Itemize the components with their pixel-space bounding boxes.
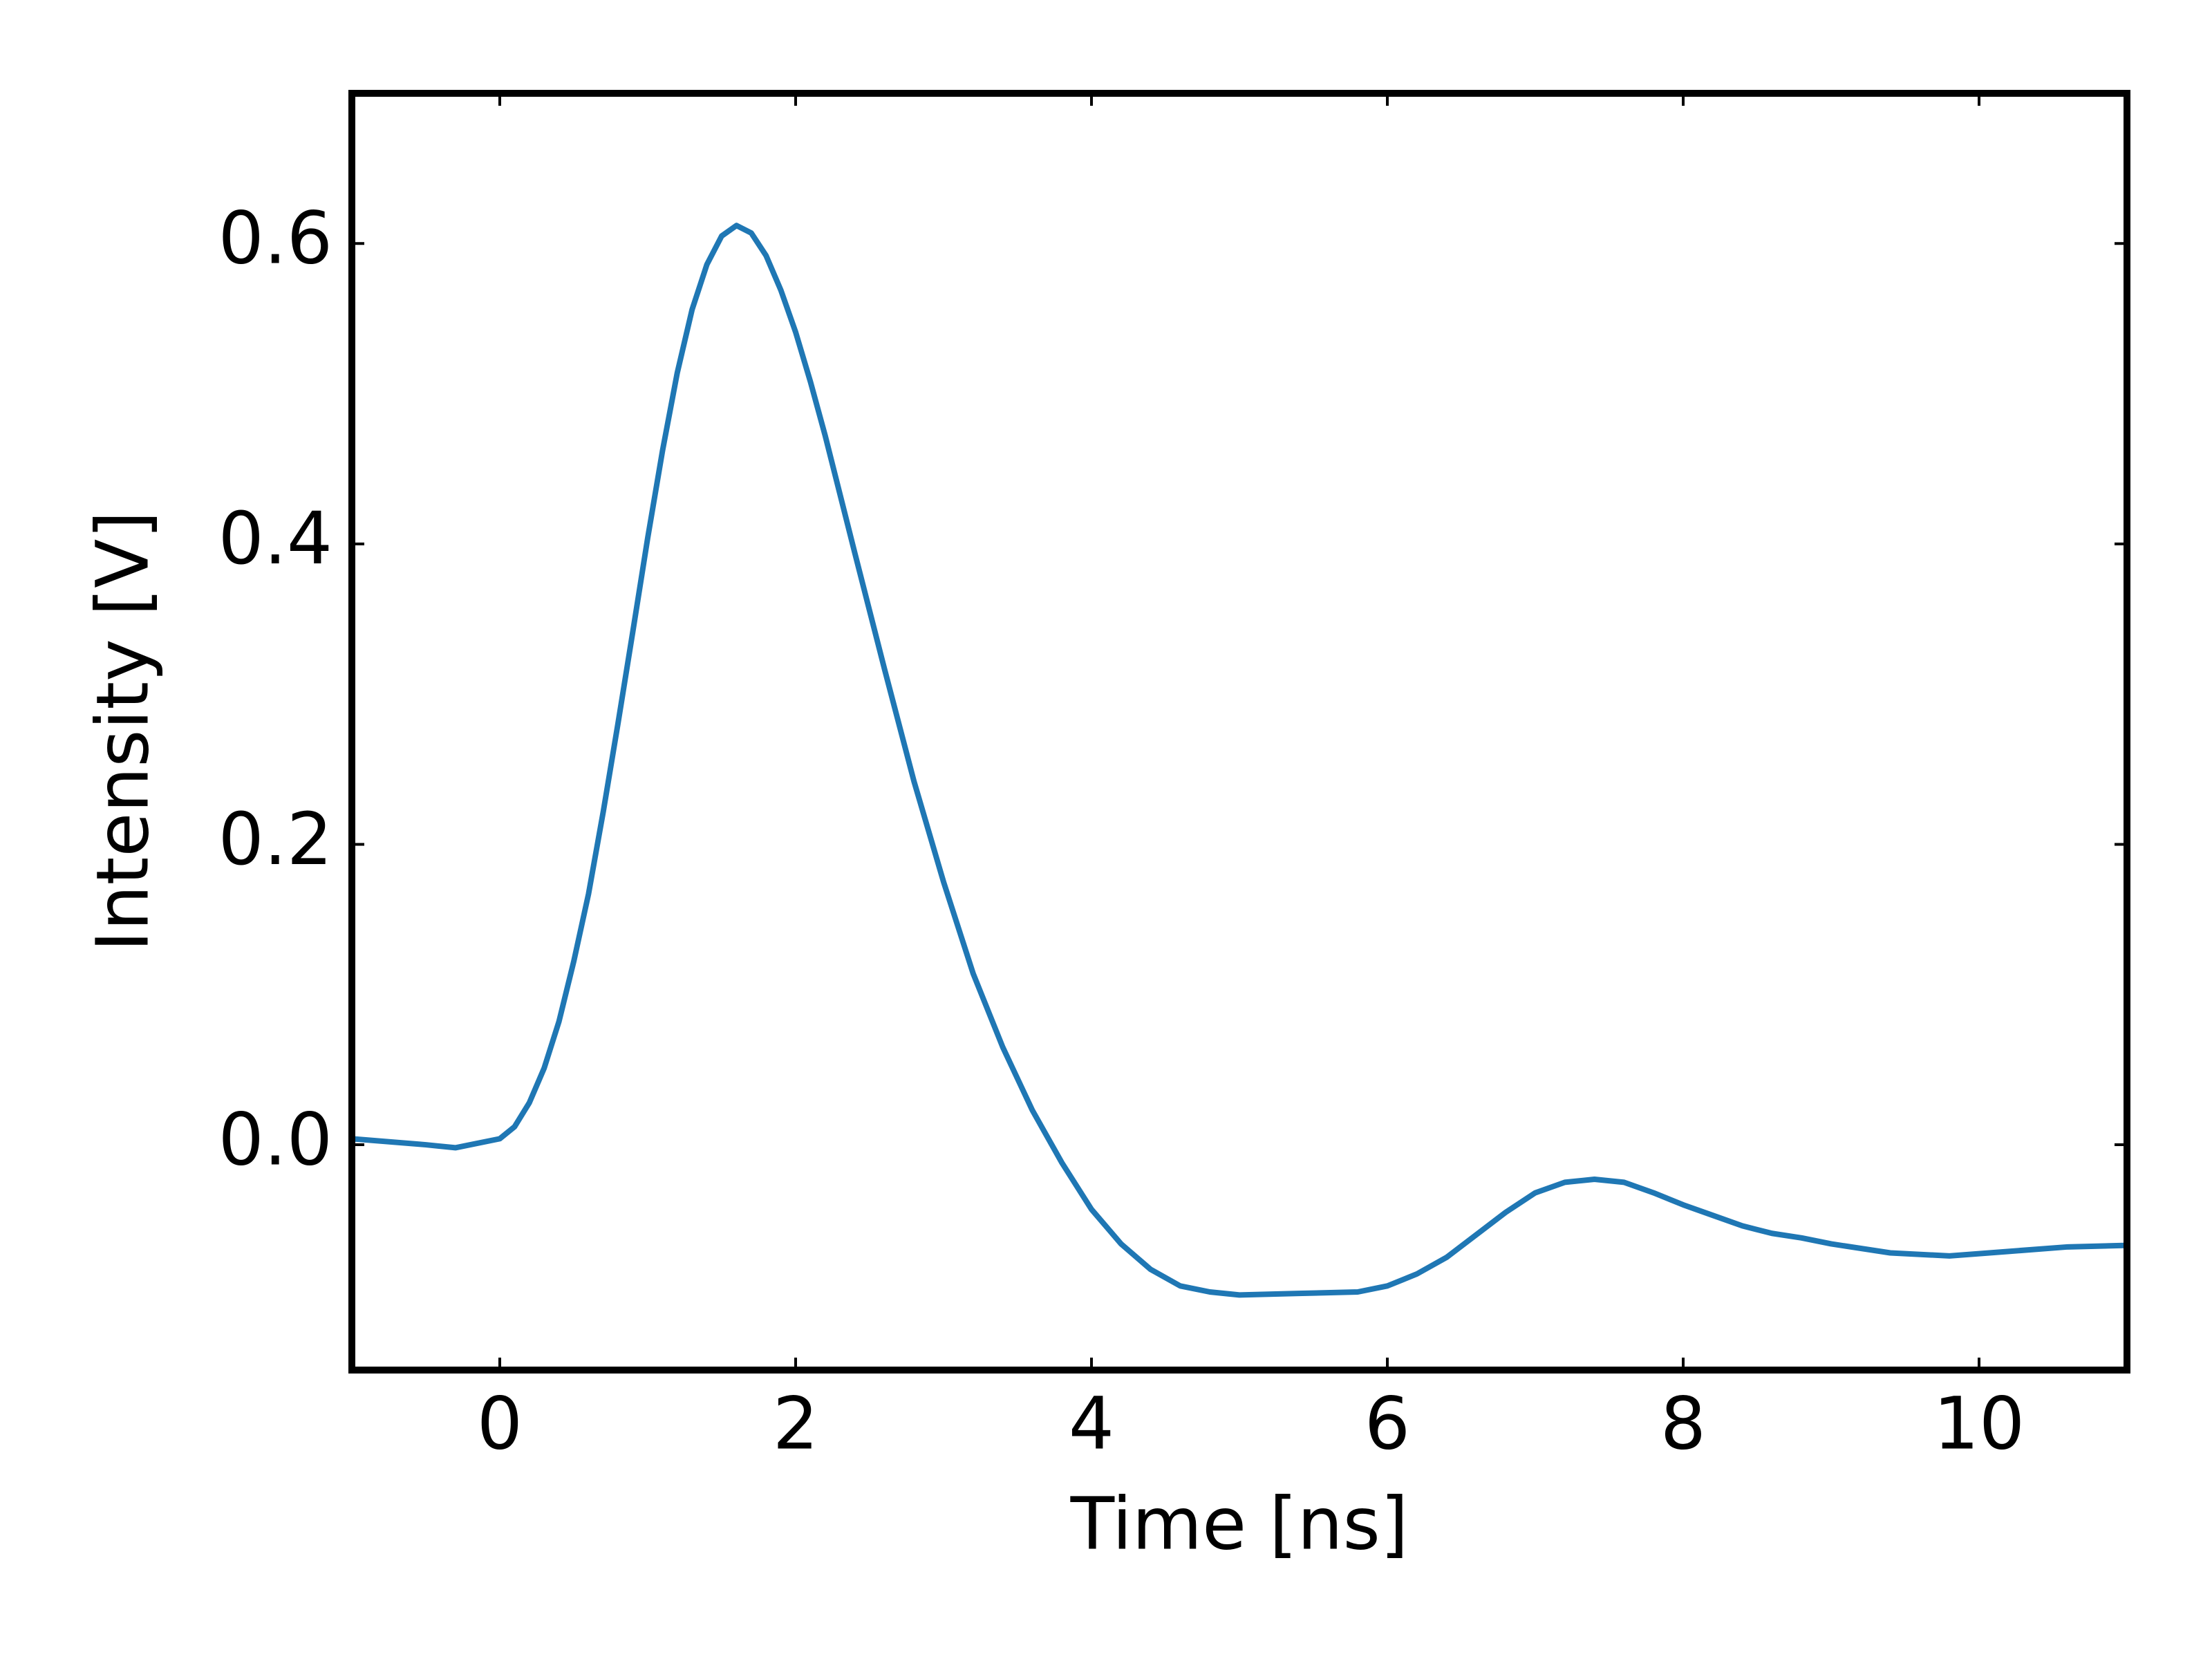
y-tick-label: 0.6 <box>218 196 332 281</box>
x-tick-label: 6 <box>1365 1381 1410 1465</box>
x-tick-label: 0 <box>477 1381 523 1465</box>
x-tick-label: 10 <box>1933 1381 2025 1465</box>
x-tick-label: 4 <box>1069 1381 1114 1465</box>
y-axis-label: Intensity [V] <box>80 511 165 952</box>
data-line <box>351 223 2128 1298</box>
x-axis-label: Time [ns] <box>1070 1481 1409 1566</box>
x-tick-label: 8 <box>1660 1381 1706 1465</box>
y-tick-label: 0.2 <box>218 797 332 881</box>
y-tick-label: 0.4 <box>218 496 332 581</box>
plot-frame <box>348 90 2130 1374</box>
x-tick-label: 2 <box>773 1381 818 1465</box>
y-tick-label: 0.0 <box>218 1097 332 1181</box>
